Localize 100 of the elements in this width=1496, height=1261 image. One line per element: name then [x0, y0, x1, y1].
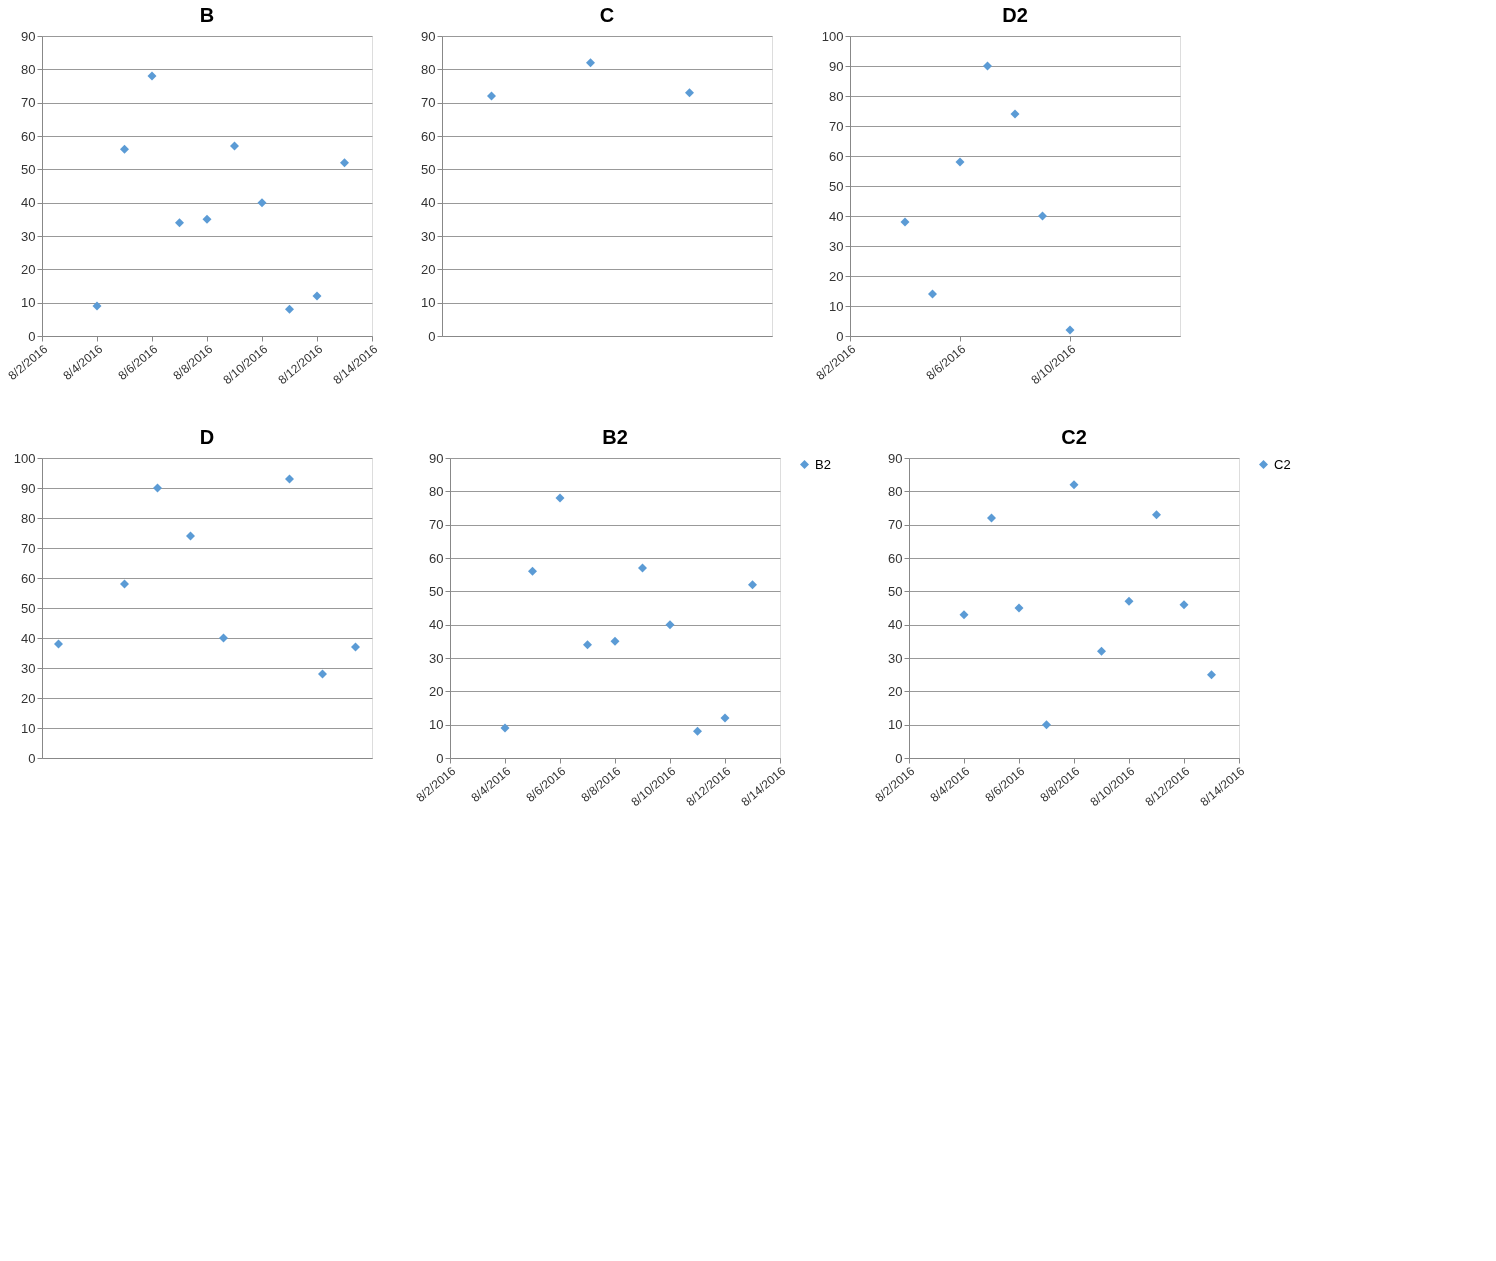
y-tick-label: 0 [895, 750, 903, 766]
y-tick-label: 30 [21, 228, 36, 244]
y-tick-label: 90 [829, 58, 844, 74]
y-tick-label: 10 [829, 298, 844, 314]
y-tick-label: 60 [21, 128, 36, 144]
y-tick-label: 20 [21, 261, 36, 277]
y-tick-label: 10 [21, 295, 36, 311]
y-tick-label: 30 [421, 228, 436, 244]
point [202, 214, 212, 224]
y-tick-label: 0 [28, 328, 36, 344]
point [1069, 480, 1079, 490]
y-tick-label: 50 [829, 178, 844, 194]
chart-title: C2 [1061, 426, 1087, 448]
legend-label: C2 [1274, 456, 1291, 472]
y-tick-label: 40 [21, 195, 36, 211]
point [610, 636, 620, 646]
y-tick-label: 20 [888, 683, 903, 699]
y-tick-label: 60 [429, 550, 444, 566]
y-tick-label: 10 [21, 720, 36, 736]
y-tick-label: 20 [429, 683, 444, 699]
point [528, 566, 537, 576]
y-tick-label: 30 [429, 650, 444, 666]
point [1065, 325, 1075, 335]
point [1042, 720, 1051, 730]
point [500, 723, 510, 733]
y-tick-label: 20 [829, 268, 844, 284]
y-tick-label: 90 [888, 450, 903, 466]
point [748, 580, 757, 590]
y-tick-label: 100 [821, 28, 844, 44]
y-tick-label: 50 [21, 600, 36, 616]
y-tick-label: 10 [421, 295, 436, 311]
y-tick-label: 60 [421, 128, 436, 144]
y-tick-label: 20 [421, 261, 436, 277]
chart-title: C [599, 4, 615, 26]
y-tick-label: 30 [829, 238, 844, 254]
y-tick-label: 0 [428, 328, 436, 344]
y-tick-label: 80 [888, 483, 903, 499]
y-tick-label: 90 [21, 480, 36, 496]
y-tick-label: 50 [888, 583, 903, 599]
point [1124, 596, 1134, 606]
point [175, 218, 184, 228]
y-tick-label: 50 [421, 161, 436, 177]
y-tick-label: 70 [21, 95, 36, 111]
y-tick-label: 90 [421, 28, 436, 44]
y-tick-label: 70 [21, 540, 36, 556]
y-tick-label: 40 [429, 617, 444, 633]
y-tick-label: 20 [21, 690, 36, 706]
point [312, 291, 322, 301]
y-tick-label: 50 [429, 583, 444, 599]
legend-label: B2 [815, 456, 831, 472]
y-tick-label: 90 [21, 28, 36, 44]
y-tick-label: 70 [429, 517, 444, 533]
point [1010, 109, 1020, 119]
chart-title: D2 [1002, 4, 1028, 26]
point [665, 620, 675, 630]
chart-title: B2 [602, 426, 628, 448]
point [583, 640, 592, 650]
y-tick-label: 70 [888, 517, 903, 533]
y-tick-label: 30 [888, 650, 903, 666]
y-tick-label: 100 [13, 450, 36, 466]
point [693, 726, 702, 736]
point [257, 198, 267, 208]
point [555, 493, 565, 503]
y-tick-label: 40 [21, 630, 36, 646]
point [1014, 603, 1024, 613]
point [1097, 646, 1106, 656]
point [1207, 670, 1216, 680]
y-tick-label: 90 [429, 450, 444, 466]
point [92, 301, 102, 311]
point [1152, 510, 1161, 520]
y-tick-label: 40 [888, 617, 903, 633]
y-tick-label: 10 [888, 717, 903, 733]
y-tick-label: 40 [829, 208, 844, 224]
point [955, 157, 965, 167]
y-tick-label: 80 [829, 88, 844, 104]
y-tick-label: 40 [421, 195, 436, 211]
y-tick-label: 10 [429, 717, 444, 733]
point [685, 88, 694, 98]
y-tick-label: 0 [836, 328, 844, 344]
y-tick-label: 80 [21, 61, 36, 77]
point [340, 158, 349, 168]
y-tick-label: 50 [21, 161, 36, 177]
point [120, 144, 129, 154]
y-tick-label: 60 [829, 148, 844, 164]
y-tick-label: 0 [436, 750, 444, 766]
point [285, 304, 294, 314]
y-tick-label: 0 [28, 750, 36, 766]
y-tick-label: 60 [888, 550, 903, 566]
y-tick-label: 30 [21, 660, 36, 676]
point [586, 58, 595, 68]
y-tick-label: 60 [21, 570, 36, 586]
y-tick-label: 70 [421, 95, 436, 111]
chart-title: B [199, 4, 215, 26]
point [900, 217, 910, 227]
point [147, 71, 157, 81]
y-tick-label: 80 [421, 61, 436, 77]
y-tick-label: 70 [829, 118, 844, 134]
chart-title: D [199, 426, 215, 448]
y-tick-label: 80 [21, 510, 36, 526]
point [1179, 600, 1189, 610]
